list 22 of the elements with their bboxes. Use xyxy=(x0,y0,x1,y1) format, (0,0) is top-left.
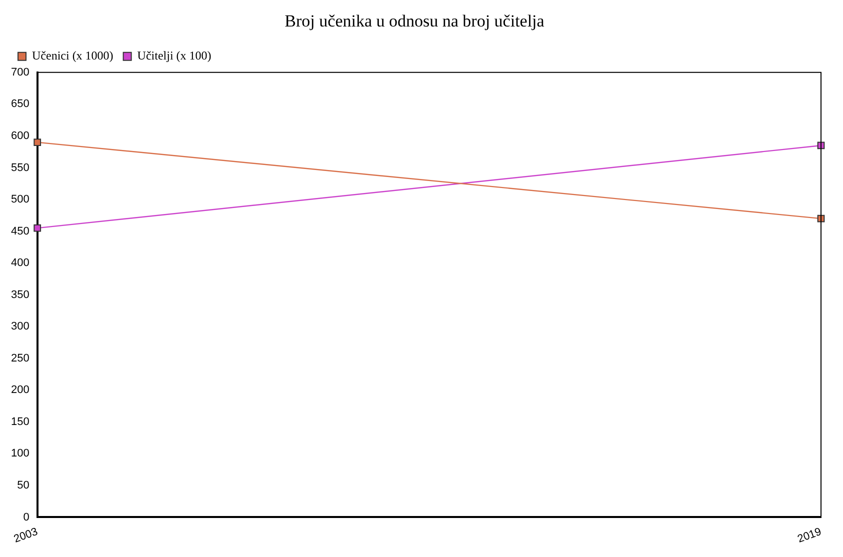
y-tick-label: 450 xyxy=(10,225,30,238)
y-tick-label: 0 xyxy=(23,511,30,524)
chart-title: Broj učenika u odnosu na broj učitelja xyxy=(284,12,545,31)
y-tick-label: 500 xyxy=(10,194,30,206)
y-tick-label: 250 xyxy=(10,352,30,364)
y-tick-label: 50 xyxy=(17,479,30,492)
y-tick-label: 400 xyxy=(10,257,30,270)
y-tick-label: 150 xyxy=(10,416,30,428)
y-tick-label: 600 xyxy=(10,130,30,142)
point xyxy=(34,224,42,232)
y-tick-label: 650 xyxy=(10,98,30,110)
legend-label: Učenici (x 1000) xyxy=(32,48,114,63)
x-tick-label: 2019 xyxy=(796,526,824,546)
y-tick-label: 700 xyxy=(10,66,30,78)
legend-label: Učitelji (x 100) xyxy=(137,48,212,63)
x-tick-label: 2003 xyxy=(12,526,40,546)
point xyxy=(34,138,42,146)
y-tick-label: 550 xyxy=(10,162,30,174)
y-tick-label: 200 xyxy=(10,384,30,396)
y-tick-label: 350 xyxy=(10,288,30,301)
y-tick-label: 100 xyxy=(10,448,30,460)
y-tick-label: 300 xyxy=(10,320,30,333)
